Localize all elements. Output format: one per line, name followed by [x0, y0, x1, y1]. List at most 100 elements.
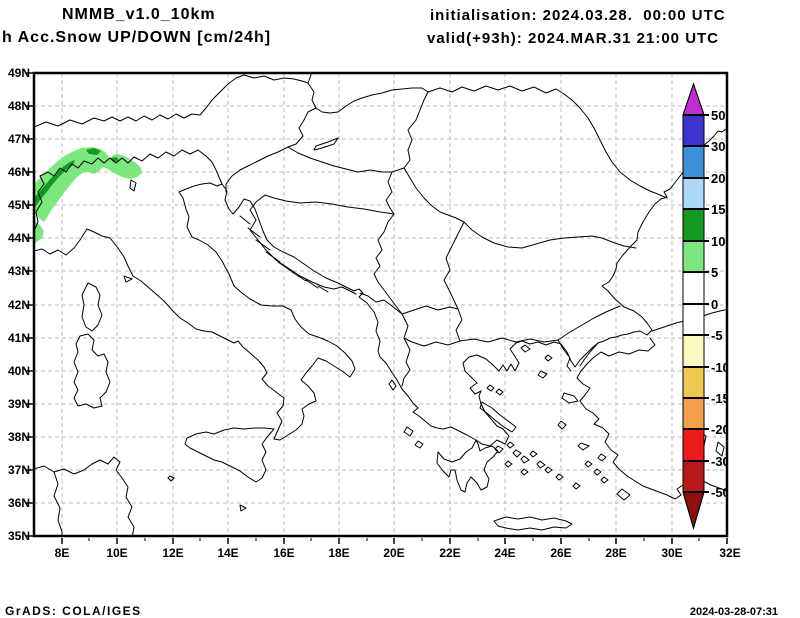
crete-coastline	[493, 516, 573, 531]
grads-credit: GrADS: COLA/IGES	[5, 604, 142, 618]
lon-label: 30E	[661, 546, 682, 560]
peloponnese-coastline	[436, 439, 499, 493]
colorbar-label: 20	[711, 171, 725, 186]
colorbar-label: -10	[711, 360, 730, 375]
lat-label: 48N	[8, 99, 30, 113]
danube-bulgaria-romania-border	[463, 221, 637, 249]
colorbar-labels: 50 30 20 15 10 5 0 -5 -10 -15 -20 -30 -5…	[711, 108, 730, 500]
lat-label: 36N	[8, 496, 30, 510]
africa-coastline-west	[53, 471, 63, 536]
lon-label: 8E	[55, 546, 70, 560]
alps-border	[34, 149, 223, 232]
colorbar-seg-0-5	[683, 272, 704, 304]
colorbar-label: 50	[711, 108, 725, 123]
lat-label: 49N	[8, 66, 30, 80]
lon-label: 20E	[383, 546, 404, 560]
slovakia-hungary-border	[307, 82, 429, 114]
lon-label: 18E	[328, 546, 349, 560]
colorbar-seg-neg10-neg5	[683, 335, 704, 367]
snow-band-dark-spot	[86, 148, 101, 155]
lon-axis-labels: 8E 10E 12E 14E 16E 18E 20E 22E 24E 26E 2…	[55, 546, 741, 560]
colorbar-seg-20-30	[683, 146, 704, 178]
lat-label: 42N	[8, 298, 30, 312]
snow-band-light-lower	[34, 221, 44, 244]
colorbar-top-arrow	[682, 82, 705, 116]
romania-west-border	[403, 91, 429, 169]
colorbar-seg-30-50	[683, 115, 704, 146]
macedonia-greece-border	[403, 308, 463, 347]
slovenia-croatia-border	[225, 146, 289, 193]
colorbar-label: 15	[711, 202, 725, 217]
creation-timestamp: 2024-03-28-07:31	[689, 606, 778, 618]
colorbar-label: 10	[711, 234, 725, 249]
lon-label: 12E	[162, 546, 183, 560]
drava-border	[287, 146, 405, 173]
colorbar-seg-neg20-neg15	[683, 398, 704, 429]
lakes	[129, 137, 725, 457]
croatia-serbia-border	[385, 171, 395, 215]
turkey-aegean-coastline	[576, 337, 727, 500]
bulgaria-turkey-border	[557, 305, 621, 341]
product-title: h Acc.Snow UP/DOWN [cm/24h]	[2, 29, 272, 46]
croatian-islands	[239, 215, 329, 293]
africa-coastline	[34, 456, 135, 536]
serbia-romania-border	[403, 167, 465, 223]
lat-label: 45N	[8, 198, 30, 212]
colorbar-seg-5-10	[683, 241, 704, 272]
axis-ticks	[26, 72, 728, 544]
sicily-coastline	[184, 427, 275, 483]
colorbar-label: -20	[711, 422, 730, 437]
colorbar-seg-10-15	[683, 209, 704, 241]
initialisation-time: initialisation: 2024.03.28. 00:00 UTC	[430, 7, 726, 24]
colorbar: 50 30 20 15 10 5 0 -5 -10 -15 -20 -30 -5…	[682, 82, 730, 530]
drina-border	[373, 213, 403, 315]
colorbar-label: -15	[711, 391, 730, 406]
colorbar-ticks	[683, 114, 709, 493]
lat-label: 44N	[8, 231, 30, 245]
central-europe-borders	[34, 74, 309, 128]
sardinia-coastline	[73, 333, 111, 409]
colorbar-bottom-arrow	[682, 491, 705, 530]
lat-label: 40N	[8, 364, 30, 378]
lat-label: 35N	[8, 529, 30, 543]
colorbar-seg-neg15-neg10	[683, 367, 704, 398]
lon-label: 14E	[217, 546, 238, 560]
coastlines-borders	[34, 73, 727, 536]
austria-hungary-border	[287, 107, 317, 148]
lon-label: 10E	[106, 546, 127, 560]
bosnia-croatia-border	[249, 194, 357, 295]
gallipoli-peninsula	[579, 342, 599, 367]
colorbar-seg-15-20	[683, 178, 704, 209]
small-islands	[123, 275, 247, 512]
model-title: NMMB_v1.0_10km	[62, 6, 216, 23]
lon-label: 24E	[494, 546, 515, 560]
lat-label: 38N	[8, 430, 30, 444]
romania-north-border	[427, 85, 565, 95]
snow-band-light	[34, 147, 142, 222]
lon-label: 32E	[719, 546, 740, 560]
colorbar-label: 30	[711, 139, 725, 154]
colorbar-label: 5	[711, 265, 718, 280]
map-frame	[32, 71, 729, 538]
snow-accumulation-band	[34, 147, 142, 244]
sava-border	[264, 194, 395, 215]
lat-label: 43N	[8, 264, 30, 278]
lon-label: 16E	[273, 546, 294, 560]
colorbar-seg-neg5-0	[683, 304, 704, 335]
euboea-coastline	[479, 401, 517, 433]
corsica-coastline	[81, 282, 103, 332]
lat-label: 47N	[8, 132, 30, 146]
greece-turkey-border	[557, 339, 572, 372]
albania-east-border	[401, 313, 411, 387]
colorbar-label: -5	[711, 328, 723, 343]
lon-label: 28E	[605, 546, 626, 560]
serbia-bulgaria-border	[443, 221, 465, 310]
colorbar-label: 0	[711, 297, 718, 312]
lat-label: 39N	[8, 397, 30, 411]
graticule	[34, 73, 727, 536]
macedonia-north-border	[401, 305, 459, 315]
lat-label: 46N	[8, 165, 30, 179]
montenegro-border	[359, 292, 403, 315]
